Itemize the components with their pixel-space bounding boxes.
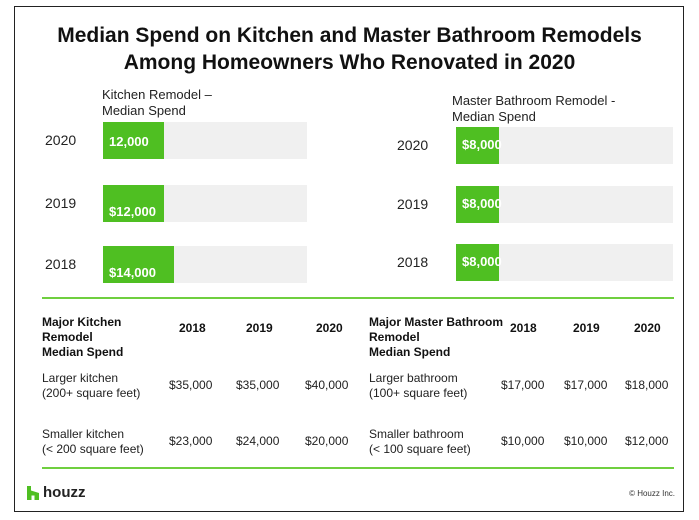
kitchen-row-larger-label: Larger kitchen (200+ square feet) [42,371,140,401]
kitchen-row-larger-label-line-2: (200+ square feet) [42,386,141,400]
bath-bar-2018: $8,000 [456,244,502,281]
title-line-1: Median Spend on Kitchen and Master Bathr… [57,24,642,47]
bath-row-larger-label-line-2: (100+ square feet) [369,386,468,400]
kitchen-row-larger-label-line-1: Larger kitchen [42,371,119,385]
bath-bar-2019: $8,000 [456,186,502,223]
table-top-rule [42,297,674,299]
kitchen-bar-track-2018: $14,000 [103,246,307,283]
kitchen-year-label-2018: 2018 [45,256,77,272]
bath-bar-label-2018: $8,000 [462,254,502,269]
kitchen-smaller-2018: $23,000 [169,434,213,448]
bath-row-larger-label-line-1: Larger bathroom [369,371,458,385]
bath-bar-track-2020: $8,000 [456,127,673,164]
houzz-logo: houzz [27,484,86,501]
bath-bar-label-2020: $8,000 [462,137,502,152]
bath-year-label-2020: 2020 [397,137,429,153]
bath-panel-title: Master Bathroom Remodel - Median Spend [452,93,615,125]
bath-larger-2018: $17,000 [501,378,545,392]
chart-frame [14,6,684,512]
table-bottom-rule [42,467,674,469]
kitchen-bar-2018: $14,000 [103,246,174,283]
kitchen-row-smaller-label-line-1: Smaller kitchen [42,427,125,441]
title-line-2: Among Homeowners Who Renovated in 2020 [123,51,576,74]
houzz-logo-icon [27,485,39,500]
bath-row-larger-label: Larger bathroom (100+ square feet) [369,371,467,401]
bath-year-label-2018: 2018 [397,254,429,270]
bath-year-label-2019: 2019 [397,196,429,212]
bath-table-header: Major Master Bathroom Remodel Median Spe… [369,315,503,360]
bath-smaller-2020: $12,000 [625,434,669,448]
kitchen-year-2018: 2018 [179,321,206,335]
bath-smaller-2018: $10,000 [501,434,545,448]
bath-year-2018: 2018 [510,321,537,335]
bath-row-smaller-label-line-1: Smaller bathroom [369,427,464,441]
kitchen-row-smaller-label: Smaller kitchen (< 200 square feet) [42,427,144,457]
bath-bar-2020: $8,000 [456,127,502,164]
kitchen-bar-2020: 12,000 [103,122,164,159]
bath-year-2020: 2020 [634,321,661,335]
bath-row-smaller-label-line-2: (< 100 square feet) [369,442,471,456]
kitchen-table-header-line-1: Major Kitchen [42,315,122,329]
kitchen-bar-track-2019: $12,000 [103,185,307,222]
kitchen-bar-track-2020: 12,000 [103,122,307,159]
bath-larger-2019: $17,000 [564,378,608,392]
kitchen-smaller-2019: $24,000 [236,434,280,448]
bath-bar-track-2019: $8,000 [456,186,673,223]
kitchen-table-header-line-2: Remodel [42,330,93,344]
bath-bar-label-2019: $8,000 [462,196,502,211]
bath-smaller-2019: $10,000 [564,434,608,448]
bath-panel-title-line-1: Master Bathroom Remodel - [452,93,616,108]
copyright: © Houzz Inc. [629,489,675,498]
kitchen-bar-label-2019: $12,000 [109,204,156,219]
bath-table-header-line-1: Major Master Bathroom [369,315,504,329]
kitchen-year-2019: 2019 [246,321,273,335]
kitchen-table-header-line-3: Median Spend [42,345,124,359]
kitchen-row-smaller-label-line-2: (< 200 square feet) [42,442,144,456]
kitchen-year-2020: 2020 [316,321,343,335]
kitchen-larger-2019: $35,000 [236,378,280,392]
kitchen-smaller-2020: $20,000 [305,434,349,448]
bath-table-header-line-2: Remodel [369,330,420,344]
chart-title: Median Spend on Kitchen and Master Bathr… [0,22,699,76]
houzz-logo-text: houzz [43,484,86,501]
bath-row-smaller-label: Smaller bathroom (< 100 square feet) [369,427,471,457]
bath-panel-title-line-2: Median Spend [452,109,536,124]
kitchen-panel-title-line-2: Median Spend [102,103,186,118]
kitchen-larger-2018: $35,000 [169,378,213,392]
kitchen-bar-2019: $12,000 [103,185,164,222]
kitchen-panel-title-line-1: Kitchen Remodel – [102,87,212,102]
bath-table-header-line-3: Median Spend [369,345,451,359]
bath-year-2019: 2019 [573,321,600,335]
kitchen-bar-label-2018: $14,000 [109,265,156,280]
bath-bar-track-2018: $8,000 [456,244,673,281]
bath-larger-2020: $18,000 [625,378,669,392]
kitchen-panel-title: Kitchen Remodel – Median Spend [102,87,212,119]
kitchen-larger-2020: $40,000 [305,378,349,392]
kitchen-bar-label-2020: 12,000 [109,134,149,149]
kitchen-year-label-2020: 2020 [45,132,77,148]
kitchen-table-header: Major Kitchen Remodel Median Spend [42,315,123,360]
kitchen-year-label-2019: 2019 [45,195,77,211]
